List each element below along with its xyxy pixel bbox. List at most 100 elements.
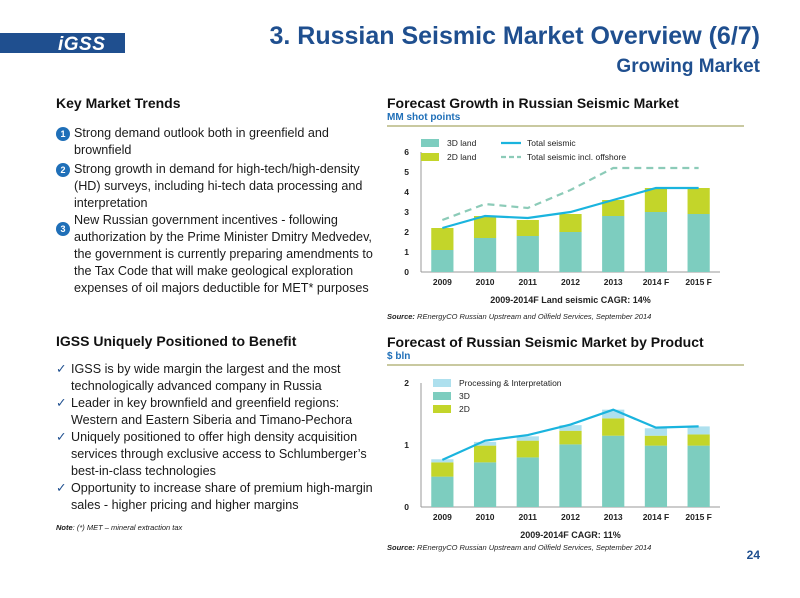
x-tick-label: 2009 [433, 512, 452, 522]
bar-2d-land [687, 188, 710, 214]
bar-2d [473, 445, 497, 463]
number-badge: 2 [56, 163, 70, 177]
legend-label: 3D [459, 391, 470, 401]
bar-3d [473, 462, 497, 507]
check-icon: ✓ [56, 481, 67, 495]
x-tick-label: 2015 F [685, 512, 711, 522]
legend-label: 2D land [447, 152, 477, 162]
bar-2d-land [602, 200, 625, 216]
bar-3d [431, 476, 454, 507]
bar-3d-land [687, 214, 710, 272]
company-logo: iGSS [58, 34, 106, 55]
legend-swatch [433, 379, 451, 387]
legend-label: Processing & Interpretation [459, 378, 562, 388]
bar-3d-land [559, 232, 582, 272]
check-icon: ✓ [56, 430, 67, 444]
x-tick-label: 2014 F [643, 512, 669, 522]
page-number: 24 [746, 548, 760, 562]
chart2-unit: $ bln [387, 351, 411, 362]
benefit-text: Opportunity to increase share of premium… [71, 481, 373, 512]
bar-2d [516, 440, 539, 458]
source-label: Source: [387, 543, 415, 552]
number-badge: 1 [56, 127, 70, 141]
x-tick-label: 2011 [519, 277, 538, 287]
chart2-divider [387, 364, 744, 366]
bar-processing-interpretation [473, 441, 497, 446]
legend-swatch [433, 392, 451, 400]
bar-3d-land [602, 216, 625, 272]
number-badge: 3 [56, 222, 70, 236]
benefit-item-4: ✓ Opportunity to increase share of premi… [56, 480, 387, 514]
bar-2d-land [644, 188, 668, 212]
bar-2d-land [473, 216, 497, 238]
x-tick-label: 2009 [433, 277, 452, 287]
chart1-svg: 0 1 2 3 4 5 6 2009 2010 2011 2012 2013 2014 F 2015 F 2… [404, 138, 720, 305]
x-axis-caption: 2009-2014F Land seismic CAGR: 14% [490, 295, 651, 305]
y-tick-label: 0 [404, 502, 409, 512]
chart1-divider [387, 125, 744, 127]
chart1-title: Forecast Growth in Russian Seismic Marke… [387, 95, 679, 111]
bar-2d [602, 418, 625, 436]
y-tick-label: 5 [404, 167, 409, 177]
series-line-total-seismic [442, 186, 699, 230]
bar-3d [687, 445, 710, 507]
bar-3d [644, 445, 668, 507]
chart2-title: Forecast of Russian Seismic Market by Pr… [387, 334, 704, 350]
bar-processing-interpretation [559, 425, 582, 431]
source-label: Source: [387, 312, 415, 321]
chart2-svg: 0 1 2 2009 2010 2011 2012 2013 2014 F 2015 F 2009-… [404, 378, 720, 540]
x-tick-label: 2012 [561, 512, 580, 522]
bar-processing-interpretation [431, 459, 454, 463]
bar-processing-interpretation [687, 426, 710, 435]
legend-swatch [421, 153, 439, 161]
chart2-source: Source: REnergyCO Russian Upstream and O… [387, 543, 651, 552]
legend-label: 3D land [447, 138, 477, 148]
bar-3d-land [644, 212, 668, 272]
legend-swatch [421, 139, 439, 147]
trend-item-1: 1 Strong demand outlook both in greenfie… [56, 125, 386, 159]
benefit-text: Leader in key brownfield and greenfield … [71, 396, 353, 427]
x-tick-label: 2013 [604, 512, 623, 522]
note-text: : (*) MET – mineral extraction tax [72, 523, 183, 532]
x-tick-label: 2015 F [685, 277, 711, 287]
header-accent-bar [0, 33, 125, 53]
x-tick-label: 2012 [561, 277, 580, 287]
source-text: REnergyCO Russian Upstream and Oilfield … [414, 543, 652, 552]
bar-processing-interpretation [602, 409, 625, 419]
legend-swatch [433, 405, 451, 413]
trend-text: Strong growth in demand for high-tech/hi… [74, 162, 363, 210]
bar-2d [431, 462, 454, 477]
x-tick-label: 2013 [604, 277, 623, 287]
legend-label: Total seismic incl. offshore [527, 152, 626, 162]
y-tick-label: 2 [404, 378, 409, 388]
chart1-unit: MM shot points [387, 112, 461, 123]
y-tick-label: 0 [404, 267, 409, 277]
benefit-item-1: ✓ IGSS is by wide margin the largest and… [56, 361, 387, 395]
bar-2d [687, 434, 710, 446]
bar-2d [559, 430, 582, 445]
chart1-source: Source: REnergyCO Russian Upstream and O… [387, 312, 651, 321]
page-title: 3. Russian Seismic Market Overview (6/7) [269, 22, 760, 50]
benefit-text: Uniquely positioned to offer high densit… [71, 430, 367, 478]
bar-3d [516, 457, 539, 507]
trends-heading: Key Market Trends [56, 95, 181, 111]
legend-label: 2D [459, 404, 470, 414]
benefits-heading: IGSS Uniquely Positioned to Benefit [56, 333, 297, 349]
trend-text: Strong demand outlook both in greenfield… [74, 126, 329, 157]
x-tick-label: 2011 [519, 512, 538, 522]
benefit-text: IGSS is by wide margin the largest and t… [71, 362, 341, 393]
bar-2d-land [559, 214, 582, 232]
trend-text: New Russian government incentives - foll… [74, 213, 373, 295]
x-tick-label: 2010 [476, 277, 495, 287]
benefit-item-2: ✓ Leader in key brownfield and greenfiel… [56, 395, 387, 429]
benefit-item-3: ✓ Uniquely positioned to offer high dens… [56, 429, 387, 480]
bar-2d [644, 435, 668, 446]
y-tick-label: 4 [404, 187, 409, 197]
note-label: Note [56, 523, 73, 532]
x-tick-label: 2014 F [643, 277, 669, 287]
x-axis-caption: 2009-2014F CAGR: 11% [520, 530, 621, 540]
check-icon: ✓ [56, 362, 67, 376]
y-tick-label: 2 [404, 227, 409, 237]
bar-3d [559, 444, 582, 507]
trend-item-2: 2 Strong growth in demand for high-tech/… [56, 161, 386, 212]
